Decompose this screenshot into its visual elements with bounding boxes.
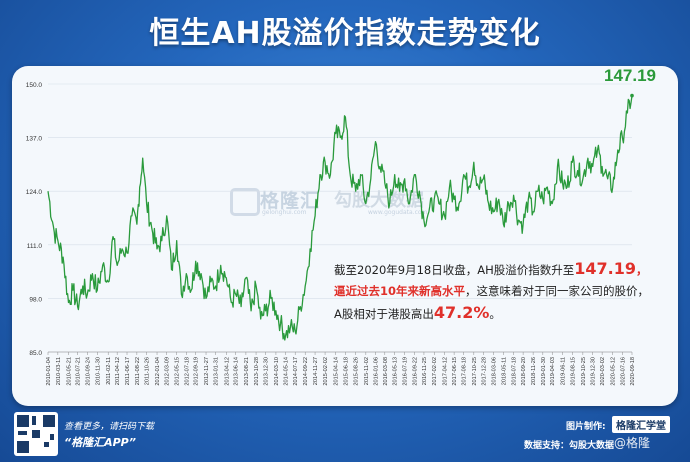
x-tick-label: 2011-02-11 xyxy=(106,357,112,385)
watermark-partner: 勾股大数据 xyxy=(334,190,424,211)
x-tick-label: 2020-03-02 xyxy=(600,357,606,386)
footer-app-name: “格隆汇APP” xyxy=(64,436,137,449)
note-line-3-suffix: 。 xyxy=(489,307,501,321)
x-tick-label: 2012-07-18 xyxy=(184,357,190,386)
x-tick-label: 2017-08-18 xyxy=(462,357,468,386)
x-tick-label: 2015-06-18 xyxy=(343,357,349,386)
note-line-3-value: 47.2% xyxy=(433,303,490,322)
x-tick-label: 2010-03-11 xyxy=(56,357,62,385)
x-tick-label: 2019-06-11 xyxy=(561,357,567,385)
x-tick-label: 2015-08-26 xyxy=(354,357,360,386)
x-tick-label: 2013-10-28 xyxy=(254,357,260,386)
x-tick-label: 2015-02-02 xyxy=(323,357,329,386)
note-line-1-value: 147.19 xyxy=(574,259,636,278)
y-tick-label: 85.0 xyxy=(29,350,42,357)
x-tick-label: 2012-11-27 xyxy=(204,357,210,385)
x-tick-label: 2014-11-27 xyxy=(313,357,319,385)
note-line-2-highlight: 逼近过去10年来新高水平 xyxy=(334,284,466,298)
watermark-brand-sub: gelonghui.com xyxy=(262,209,307,216)
x-tick-label: 2010-11-30 xyxy=(95,357,101,385)
x-tick-label: 2010-09-24 xyxy=(85,357,91,386)
x-tick-label: 2011-04-12 xyxy=(115,357,121,385)
x-tick-label: 2016-07-19 xyxy=(403,357,409,386)
chart-panel xyxy=(12,66,678,406)
x-tick-label: 2015-04-14 xyxy=(334,357,340,386)
x-tick-label: 2013-08-21 xyxy=(244,357,250,386)
x-tick-label: 2016-05-13 xyxy=(393,357,399,386)
x-tick-label: 2017-02-02 xyxy=(432,357,438,386)
footer-scan-text: 查看更多，请扫码下载 xyxy=(64,422,155,432)
x-tick-label: 2018-07-18 xyxy=(512,357,518,386)
x-tick-label: 2019-08-15 xyxy=(570,357,576,386)
x-tick-label: 2016-03-08 xyxy=(383,357,389,386)
x-tick-label: 2014-07-17 xyxy=(293,357,299,386)
footer-data-source: 数据支持：勾股大数据 xyxy=(524,441,615,451)
x-tick-label: 2012-01-04 xyxy=(155,357,161,386)
x-tick-label: 2019-01-30 xyxy=(541,357,547,386)
watermark-brand: 格隆汇 xyxy=(260,190,321,212)
note-line-1: 截至2020年9月18日收盘，AH股溢价指数升至147.19， xyxy=(334,258,664,281)
x-tick-label: 2018-03-06 xyxy=(492,357,498,386)
x-tick-label: 2012-05-15 xyxy=(175,357,181,386)
x-tick-label: 2020-05-12 xyxy=(611,357,617,386)
x-tick-label: 2015-11-02 xyxy=(364,357,370,385)
note-line-2: 逼近过去10年来新高水平，这意味着对于同一家公司的股价， xyxy=(334,281,664,302)
x-tick-label: 2010-01-04 xyxy=(46,357,52,386)
x-tick-label: 2016-11-25 xyxy=(422,357,428,385)
x-tick-label: 2017-12-28 xyxy=(481,357,487,386)
x-tick-label: 2011-06-17 xyxy=(125,357,131,385)
series-line xyxy=(47,95,633,341)
y-tick-label: 150.0 xyxy=(26,82,43,89)
note-line-1-suffix: ， xyxy=(635,263,648,277)
note-line-1-prefix: 截至2020年9月18日收盘，AH股溢价指数升至 xyxy=(334,263,575,277)
y-tick-label: 137.0 xyxy=(26,136,43,143)
x-tick-label: 2013-12-30 xyxy=(263,357,269,386)
y-tick-label: 124.0 xyxy=(26,189,43,196)
page-title: 恒生AH股溢价指数走势变化 xyxy=(149,16,541,51)
x-tick-label: 2018-05-11 xyxy=(501,357,507,385)
peak-value-label: 147.19 xyxy=(604,66,656,85)
x-tick-label: 2019-12-30 xyxy=(591,357,597,386)
x-tick-label: 2013-06-14 xyxy=(234,357,240,386)
footer-credit-brand: 格隆汇学堂 xyxy=(612,416,670,433)
x-tick-label: 2016-01-06 xyxy=(374,357,380,386)
watermark-logo-icon xyxy=(230,188,260,216)
footer-credit-label: 图片制作: xyxy=(566,422,606,432)
x-tick-label: 2016-09-22 xyxy=(412,357,418,386)
x-tick-label: 2014-05-14 xyxy=(284,357,290,386)
x-tick-label: 2019-10-25 xyxy=(581,357,587,386)
x-tick-label: 2011-08-22 xyxy=(135,357,141,385)
x-tick-label: 2020-09-18 xyxy=(630,357,636,386)
x-tick-label: 2012-03-09 xyxy=(165,357,171,386)
x-tick-label: 2017-04-12 xyxy=(443,357,449,386)
note-line-3-prefix: A股相对于港股高出 xyxy=(334,307,434,321)
x-tick-label: 2012-09-19 xyxy=(194,357,200,386)
y-tick-label: 98.0 xyxy=(29,296,42,303)
x-tick-label: 2019-04-03 xyxy=(550,357,556,386)
x-tick-label: 2017-06-15 xyxy=(452,357,458,386)
footer-weibo-handle: @格隆 xyxy=(614,436,651,450)
x-tick-label: 2018-11-26 xyxy=(531,357,537,385)
watermark-partner-sub: www.gogudata.com xyxy=(368,209,428,216)
x-tick-label: 2010-07-21 xyxy=(76,357,82,386)
x-tick-label: 2020-07-16 xyxy=(620,357,626,386)
x-tick-label: 2017-10-25 xyxy=(472,357,478,386)
x-tick-label: 2013-04-12 xyxy=(224,357,230,386)
note-line-3: A股相对于港股高出47.2%。 xyxy=(334,302,664,325)
y-tick-label: 111.0 xyxy=(27,243,43,250)
x-tick-label: 2014-03-10 xyxy=(274,357,280,386)
x-tick-label: 2013-01-31 xyxy=(214,357,220,386)
note-line-2-rest: ，这意味着对于同一家公司的股价， xyxy=(465,284,650,298)
annotation-text: 截至2020年9月18日收盘，AH股溢价指数升至147.19， 逼近过去10年来… xyxy=(334,258,664,325)
x-tick-label: 2010-05-21 xyxy=(66,357,72,386)
qr-code-icon[interactable] xyxy=(14,412,58,456)
x-tick-label: 2014-09-22 xyxy=(303,357,309,386)
x-tick-label: 2011-10-26 xyxy=(145,357,151,385)
series-end-point xyxy=(630,93,634,98)
x-tick-label: 2018-09-20 xyxy=(521,357,527,386)
